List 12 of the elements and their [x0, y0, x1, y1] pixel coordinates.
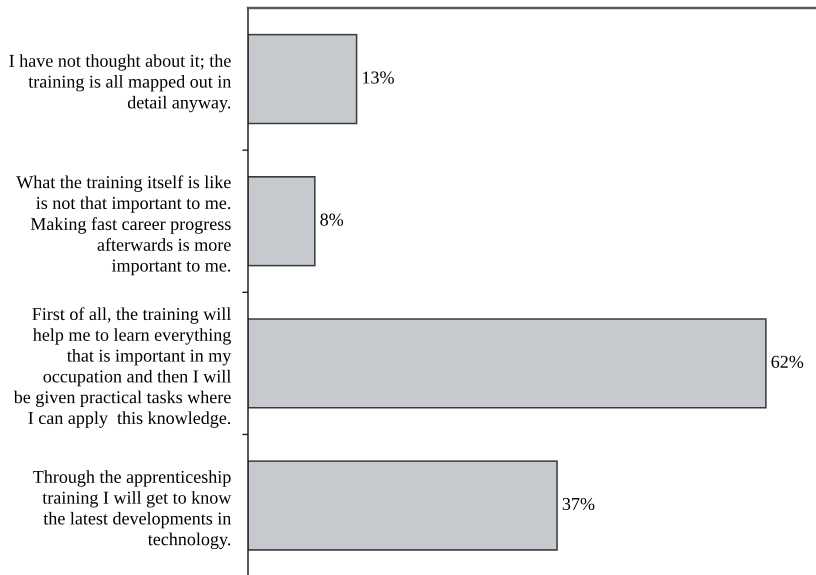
bar — [248, 460, 558, 551]
y-tick-label: First of all, the training will help me to learn everything that is important in my occupation and then I will be given practical tasks where I can apply this knowledge. — [14, 307, 232, 428]
y-tick-label: What the training itself is like is not that important to me. Making fast career progress afterwards is more important to me. — [16, 175, 231, 276]
data-label: 37% — [562, 498, 594, 510]
data-label: 13% — [363, 71, 394, 84]
data-label: 62% — [772, 356, 804, 368]
y-tick-label: I have not thought about it; the training is all mapped out in detail anyway. — [9, 54, 232, 112]
bar — [248, 176, 316, 266]
bar — [248, 34, 358, 124]
y-tick-label: Through the apprenticeship training I will get to know the latest developments in technology. — [33, 470, 232, 550]
data-label: 8% — [320, 214, 344, 226]
bar — [248, 318, 767, 409]
